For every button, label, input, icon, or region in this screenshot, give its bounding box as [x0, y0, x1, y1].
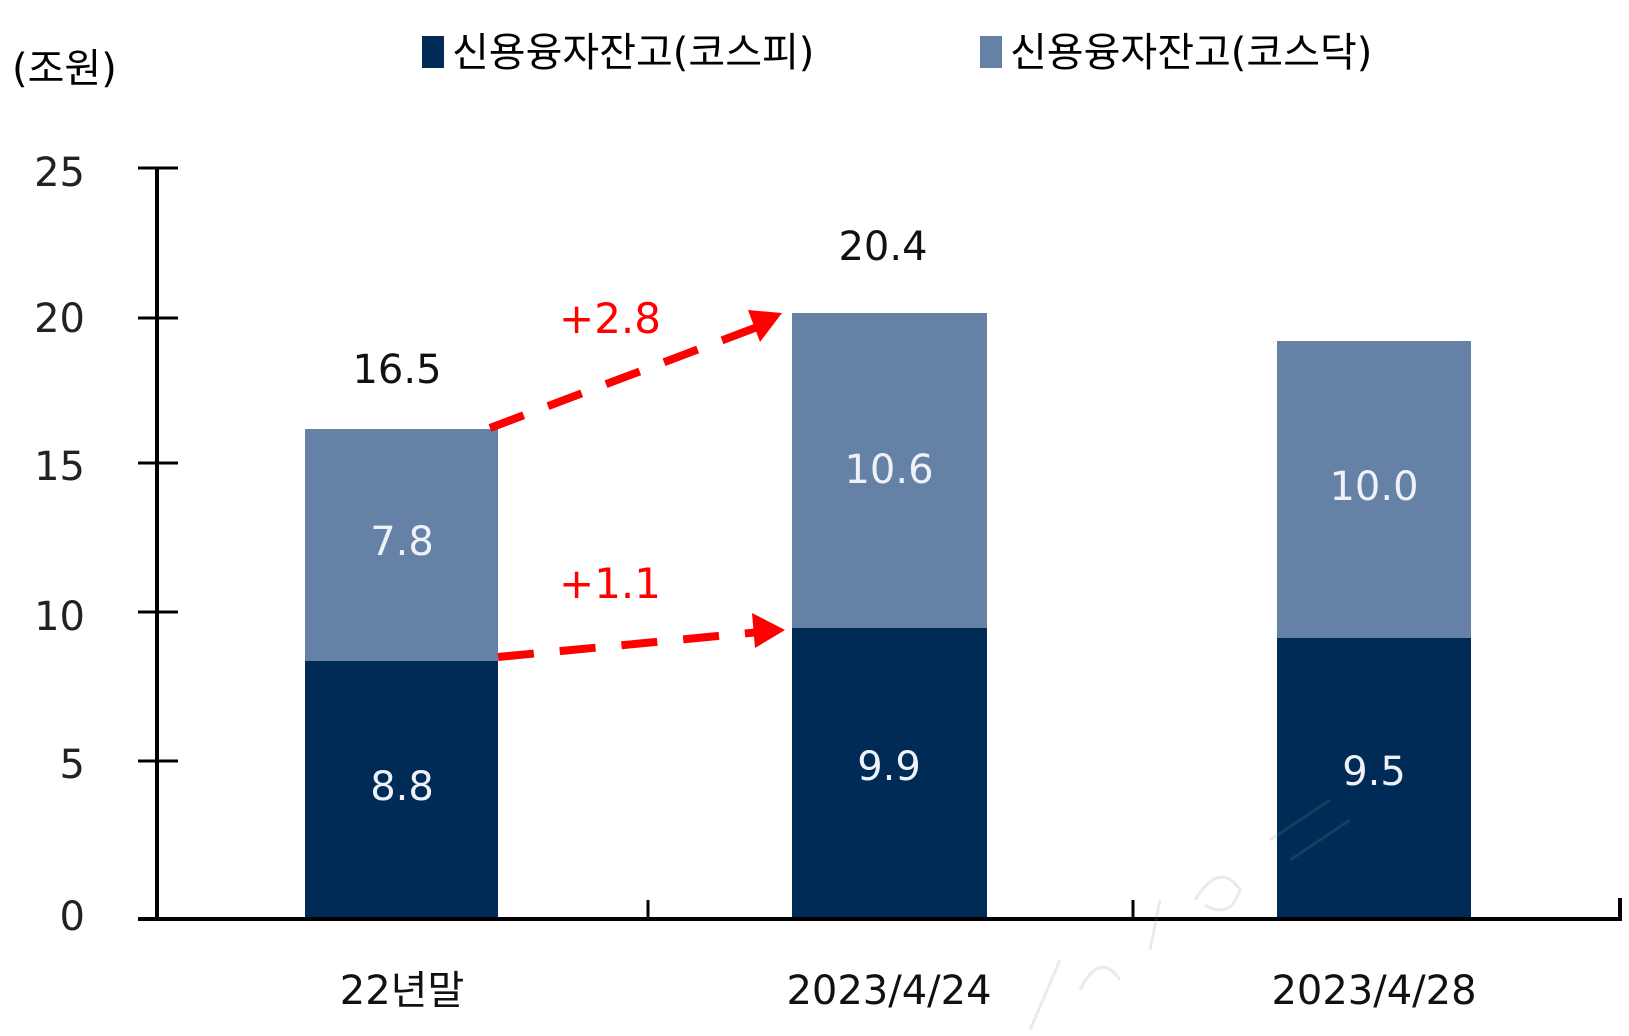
annotation-label-upper: +2.8: [559, 294, 661, 343]
y-axis-unit-label: (조원): [12, 46, 117, 92]
bar-kosdaq: [305, 429, 498, 662]
legend-label-kospi: 신용융자잔고(코스피): [452, 30, 814, 76]
bar-label-kospi: 9.9: [857, 744, 921, 790]
annotation-label-lower: +1.1: [559, 559, 661, 608]
bar-kospi: [305, 661, 498, 919]
bar-label-kosdaq: 10.0: [1329, 464, 1418, 510]
bar-label-kosdaq: 7.8: [370, 519, 434, 565]
bar-group-2023-4-28: 10.0 9.5: [1277, 341, 1471, 919]
arrowhead-icon: [748, 310, 782, 342]
legend-label-kosdaq: 신용융자잔고(코스닥): [1010, 30, 1372, 76]
bar-kosdaq: [1277, 341, 1471, 639]
legend-swatch-kosdaq: [980, 36, 1002, 68]
y-tick-label-10: 10: [34, 594, 85, 640]
y-tick-label-25: 25: [34, 150, 85, 196]
y-tick-label-5: 5: [60, 742, 85, 788]
bar-label-kosdaq: 10.6: [844, 447, 933, 493]
bar-group-22-year-end: 7.8 8.8 16.5: [305, 347, 498, 919]
legend-swatch-kospi: [422, 36, 444, 68]
bar-kosdaq: [792, 313, 987, 629]
bar-kospi: [792, 628, 987, 919]
y-tick-label-0: 0: [60, 894, 85, 940]
bar-kospi: [1277, 638, 1471, 919]
x-tick-label-22-year-end: 22년말: [340, 968, 465, 1014]
y-tick-label-20: 20: [34, 296, 85, 342]
x-tick-label-2023-4-28: 2023/4/28: [1271, 968, 1476, 1014]
x-tick-label-2023-4-24: 2023/4/24: [786, 968, 991, 1014]
bar-group-2023-4-24: 10.6 9.9 20.4: [792, 224, 987, 919]
dashed-arrow-line: [488, 322, 762, 432]
bar-label-kospi: 8.8: [370, 764, 434, 810]
dashed-arrow-line: [497, 628, 761, 661]
bar-label-kospi: 9.5: [1342, 749, 1406, 795]
watermark: [1028, 798, 1351, 1031]
bar-total-label: 20.4: [838, 224, 927, 270]
x-axis: 22년말 2023/4/24 2023/4/28: [138, 898, 1622, 1014]
annotation-upper: +2.8: [488, 294, 782, 432]
bar-total-label: 16.5: [352, 347, 441, 393]
y-axis: 25 20 15 10 5 0: [34, 150, 178, 940]
y-tick-label-15: 15: [34, 444, 85, 490]
annotation-lower: +1.1: [497, 559, 785, 661]
legend: 신용융자잔고(코스피) 신용융자잔고(코스닥): [422, 30, 1372, 76]
arrowhead-icon: [752, 613, 785, 648]
